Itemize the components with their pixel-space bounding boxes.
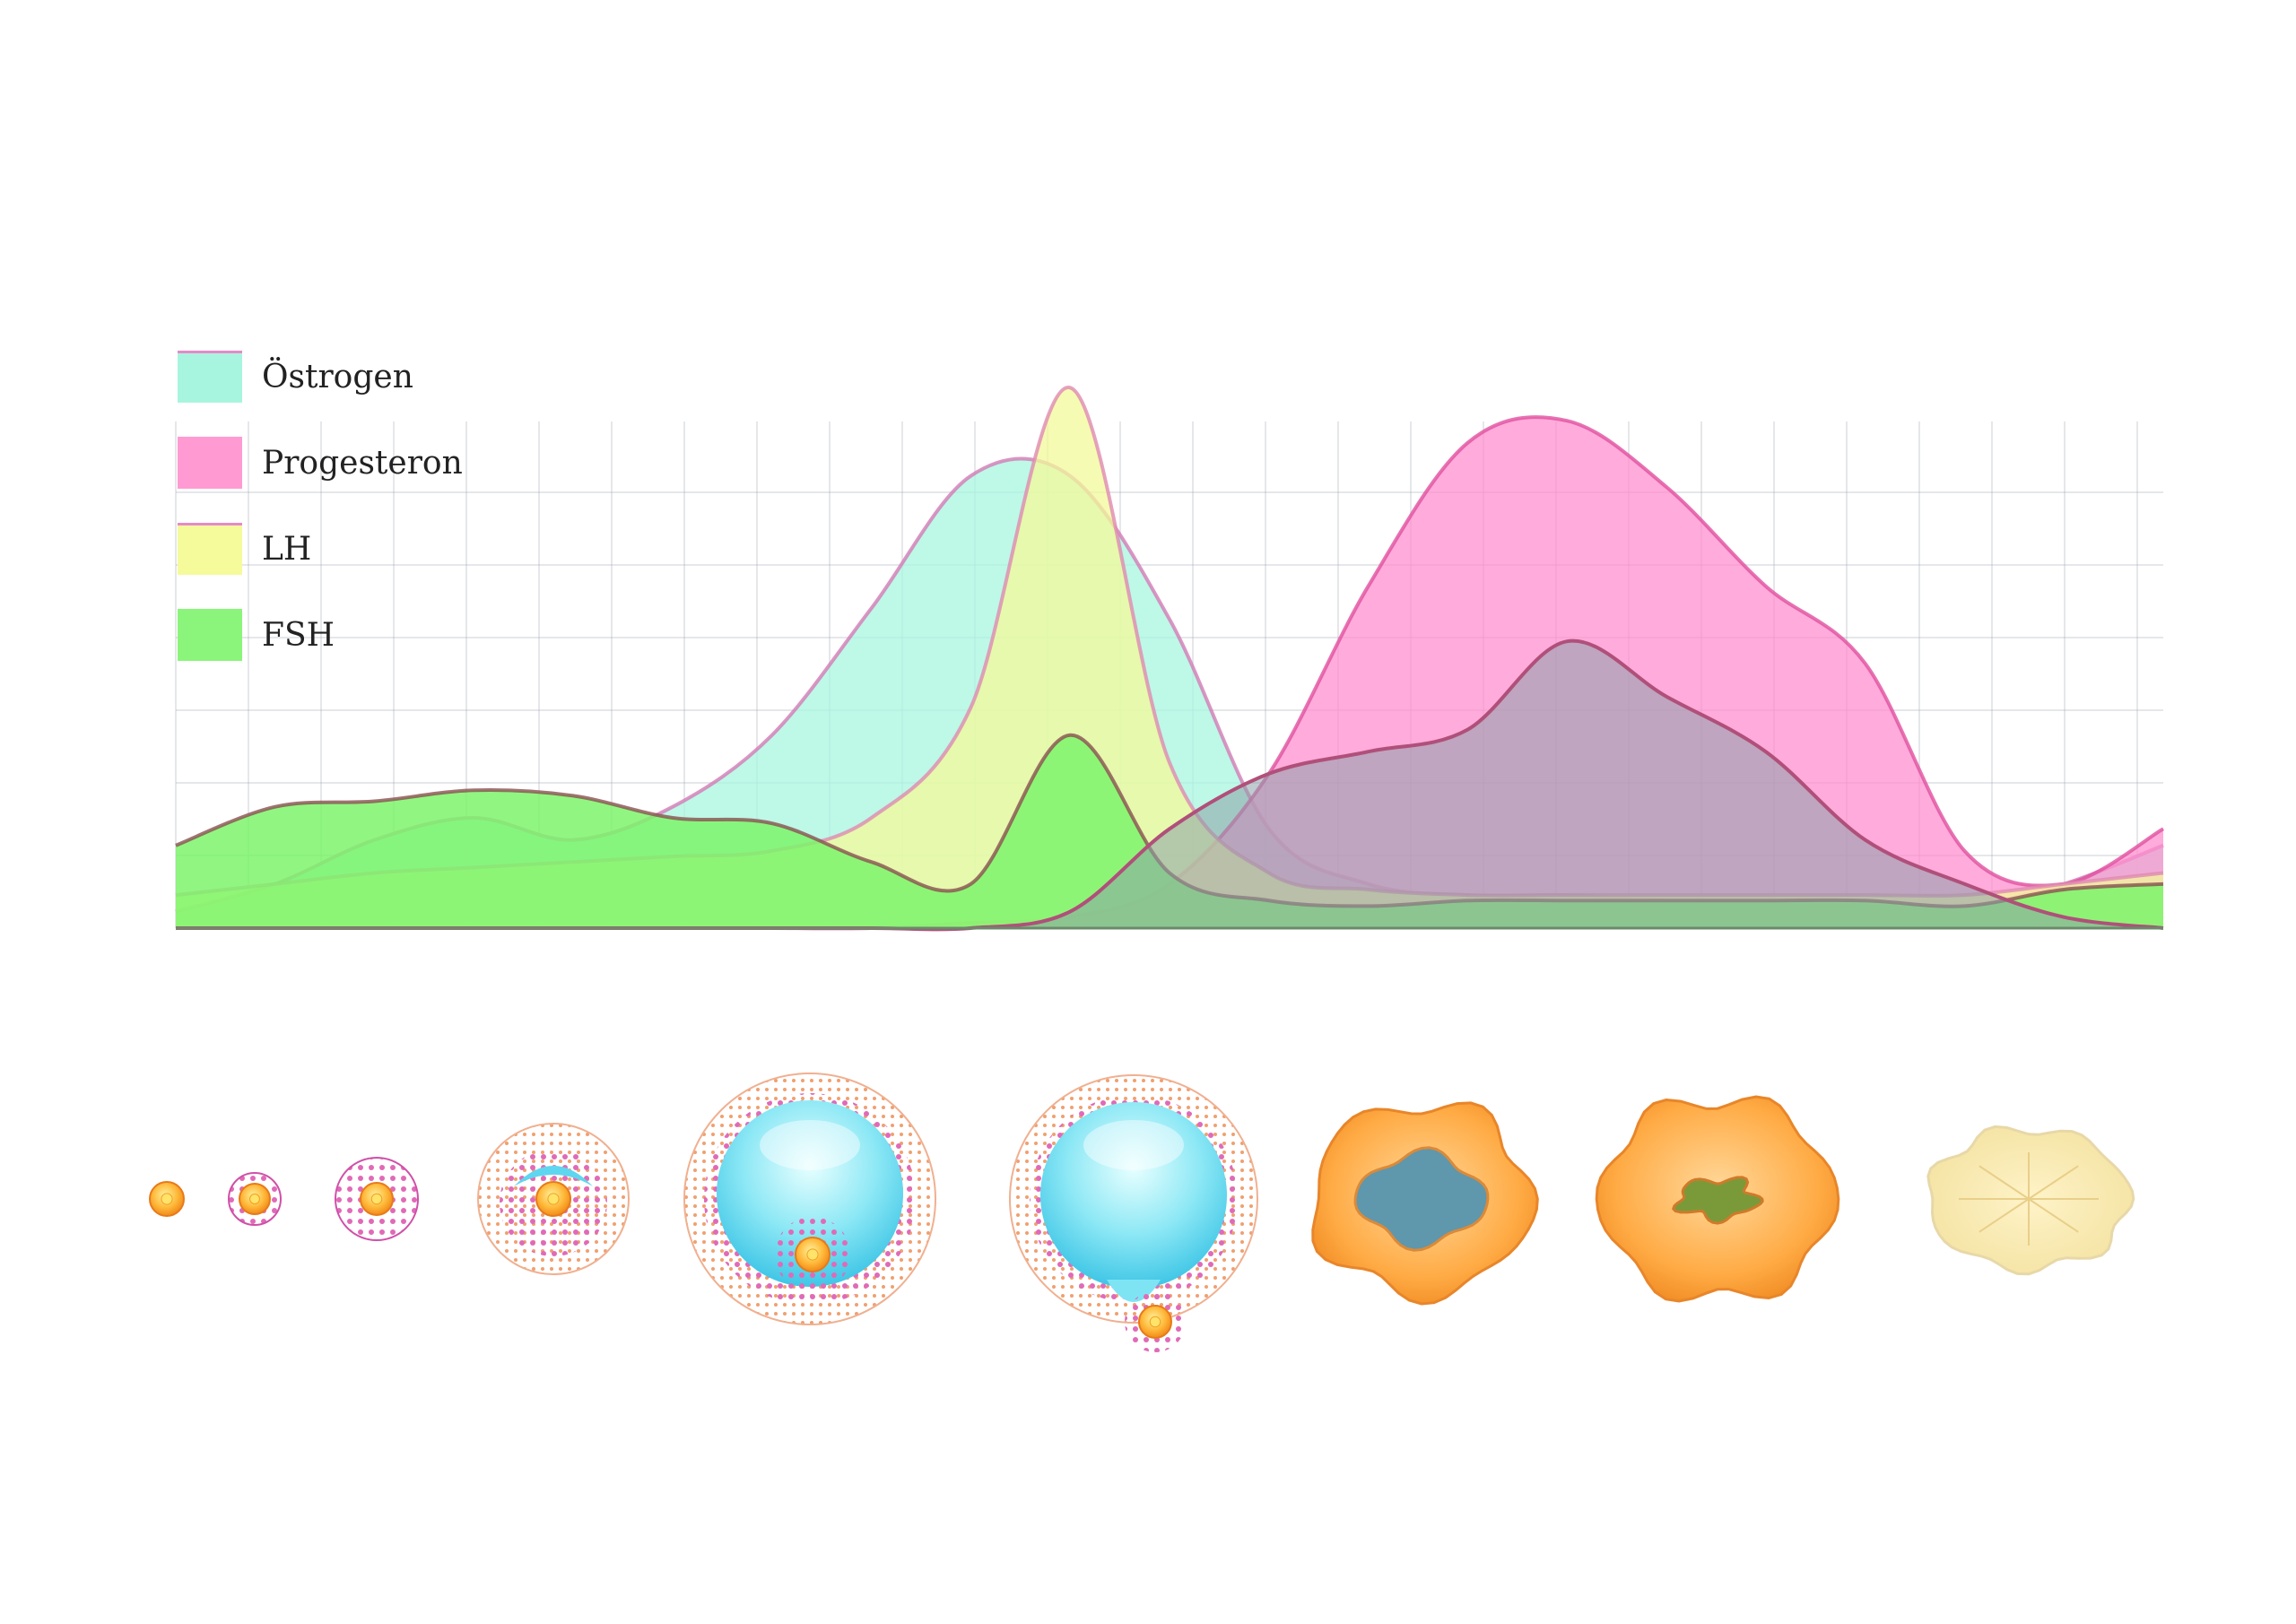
nucleus <box>249 1194 260 1204</box>
scar-fold <box>2028 1198 2079 1233</box>
legend-item-fsh: FSH <box>178 592 463 678</box>
chart-legend: Östrogen Progesteron LH FSH <box>178 334 463 678</box>
legend-item-progesteron: Progesteron <box>178 420 463 506</box>
follicle-stage-primary <box>228 1172 282 1226</box>
luteal-cavity <box>1353 1146 1490 1252</box>
nucleus <box>161 1193 173 1205</box>
chart-series <box>175 386 2164 932</box>
follicle-stage-early-antral <box>477 1123 630 1275</box>
follicle-stage-corpus-albicans <box>1926 1125 2135 1276</box>
antrum <box>514 1166 593 1186</box>
antrum <box>717 1100 903 1287</box>
legend-swatch <box>178 437 242 489</box>
legend-label: Östrogen <box>262 358 413 395</box>
follicle-stage-corpus-luteum-early <box>1311 1101 1539 1306</box>
series-area-overlap <box>176 640 2163 930</box>
legend-item-oestrogen: Östrogen <box>178 334 463 420</box>
follicle-stage-ovulation <box>1009 1074 1258 1352</box>
nucleus <box>547 1193 560 1205</box>
highlight <box>1083 1120 1184 1170</box>
highlight <box>760 1120 860 1170</box>
legend-swatch <box>178 609 242 661</box>
follicle-stages <box>149 1073 2135 1352</box>
legend-swatch <box>178 351 242 403</box>
legend-item-lh: LH <box>178 506 463 592</box>
legend-label: FSH <box>262 616 335 654</box>
follicle-stage-corpus-luteum <box>1595 1095 1840 1303</box>
scar-fold <box>1979 1165 2030 1200</box>
series-area-oestrogen <box>176 458 2163 928</box>
follicle-stage-secondary <box>335 1157 419 1241</box>
legend-label: Progesteron <box>262 444 463 482</box>
scar-fold <box>1979 1198 2030 1233</box>
luteal-cavity <box>1671 1176 1764 1225</box>
legend-swatch <box>178 523 242 575</box>
nucleus <box>1149 1316 1161 1328</box>
antrum <box>1040 1102 1227 1289</box>
scar-fold <box>2028 1165 2079 1200</box>
legend-label: LH <box>262 530 312 568</box>
nucleus <box>370 1193 383 1205</box>
follicle-stage-antral <box>683 1073 936 1325</box>
series-area-fsh <box>176 734 2163 928</box>
nucleus <box>806 1248 819 1261</box>
follicle-stage-primordial <box>149 1181 185 1217</box>
